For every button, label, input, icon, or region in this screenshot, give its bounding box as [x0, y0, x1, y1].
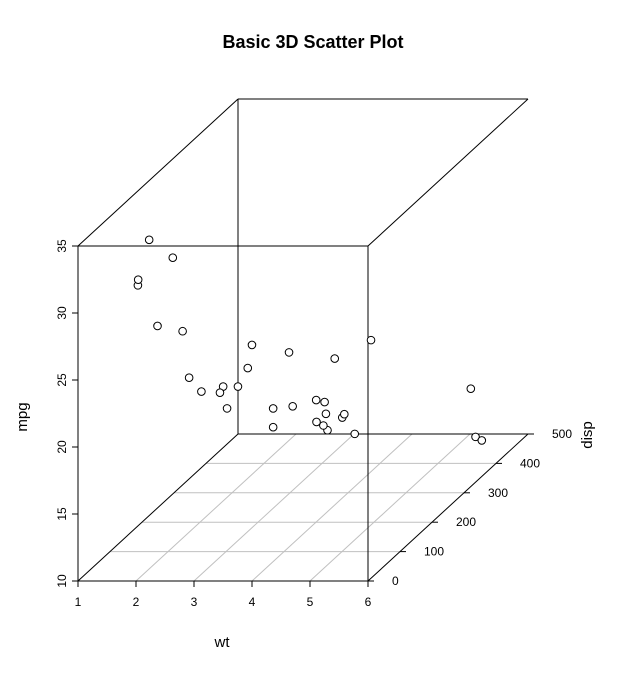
- data-point: [288, 402, 297, 411]
- z-tick-label: 20: [55, 440, 69, 454]
- data-points: [133, 235, 487, 445]
- floor-grid: [110, 433, 496, 582]
- x-tick-label: 6: [365, 595, 372, 609]
- data-point: [366, 335, 376, 345]
- y-axis-title: disp: [579, 421, 596, 449]
- data-point: [268, 422, 278, 432]
- x-tick-label: 5: [307, 595, 314, 609]
- data-point: [215, 388, 225, 397]
- y-tick-label: 400: [520, 456, 540, 470]
- data-point: [350, 429, 360, 439]
- data-point: [153, 321, 162, 331]
- x-axis-title: wt: [214, 634, 231, 651]
- data-point: [243, 363, 253, 373]
- data-point: [222, 404, 232, 413]
- y-tick-label: 200: [456, 515, 476, 529]
- x-tick-label: 2: [133, 595, 140, 609]
- data-point: [247, 340, 257, 350]
- y-tick-label: 300: [488, 486, 508, 500]
- data-point: [284, 348, 294, 357]
- y-tick-label: 100: [424, 545, 444, 559]
- x-tick-label: 3: [191, 595, 198, 609]
- data-point: [330, 354, 340, 363]
- grid-line-x: [251, 433, 413, 582]
- z-tick-label: 30: [55, 306, 69, 320]
- grid-line-x: [309, 433, 471, 582]
- data-point: [178, 326, 187, 336]
- data-point: [340, 409, 349, 419]
- z-tick-label: 35: [55, 239, 69, 253]
- data-point: [133, 275, 143, 284]
- y-tick-label: 500: [552, 427, 572, 441]
- data-point: [197, 387, 206, 396]
- x-tick-label: 1: [75, 595, 82, 609]
- z-axis-title: mpg: [14, 402, 31, 431]
- box-edge: [367, 433, 529, 582]
- chart-title: Basic 3D Scatter Plot: [222, 32, 403, 52]
- data-point: [319, 421, 328, 430]
- data-point: [477, 436, 487, 445]
- grid-line-x: [193, 433, 355, 582]
- data-point: [168, 253, 178, 263]
- plot-box: [77, 98, 529, 582]
- data-point: [312, 417, 321, 427]
- data-point: [144, 235, 154, 245]
- data-point: [233, 382, 243, 391]
- x-tick-label: 4: [249, 595, 256, 609]
- box-edge: [77, 98, 239, 247]
- y-tick-label: 0: [392, 574, 399, 588]
- data-point: [466, 384, 476, 393]
- data-point: [321, 409, 331, 419]
- data-point: [184, 373, 194, 383]
- box-edge: [367, 98, 529, 247]
- axis-ticks: 1 2 3 4 5 6 0 100 200 300 400 500 10 15 20 25 30 35: [55, 239, 572, 609]
- data-point: [268, 404, 278, 413]
- z-tick-label: 10: [55, 574, 69, 588]
- box-edge: [77, 433, 239, 582]
- grid-line-x: [135, 433, 297, 582]
- z-tick-label: 25: [55, 373, 69, 387]
- data-point: [311, 395, 321, 405]
- z-tick-label: 15: [55, 507, 69, 521]
- data-point: [320, 397, 329, 407]
